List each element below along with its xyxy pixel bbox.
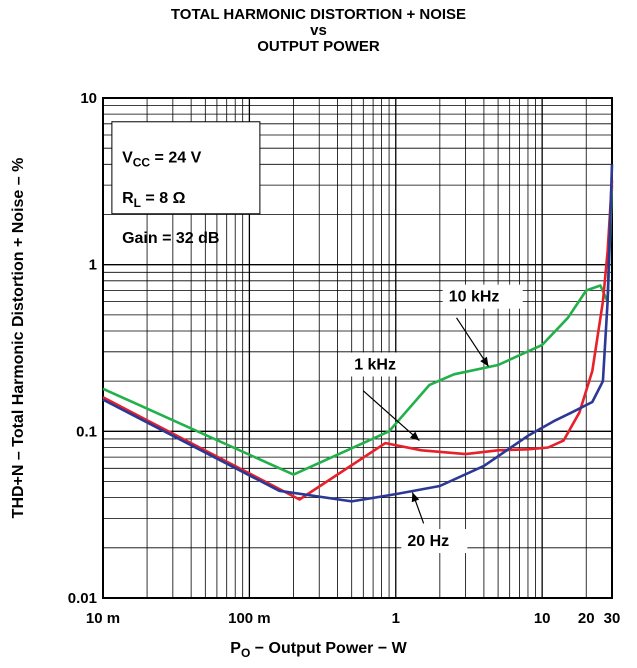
label-10khz-leader <box>456 317 490 367</box>
x-tick-label: 10 <box>534 610 551 627</box>
label-1khz: 1 kHz <box>354 356 396 373</box>
x-tick-label: 20 <box>578 610 595 627</box>
rl-value: = 8 Ω <box>141 190 186 207</box>
label-10khz-arrowhead <box>480 356 489 367</box>
y-tick-label: 0.01 <box>68 590 97 607</box>
chart-title-line-3: OUTPUT POWER <box>257 38 380 55</box>
label-1khz-box <box>348 352 415 377</box>
conditions-box <box>111 121 261 215</box>
label-1khz-arrowhead <box>410 431 420 441</box>
series-line-1khz <box>102 180 614 501</box>
plot-frame <box>102 97 613 599</box>
series-annotations: 10 kHz 1 kHz 20 Hz <box>348 284 523 554</box>
chart-title-line-1: TOTAL HARMONIC DISTORTION + NOISE <box>170 6 467 23</box>
rl-condition: RL = 8 Ω <box>122 190 185 210</box>
vcc-symbol: V <box>122 150 133 167</box>
label-1khz-leader <box>362 390 420 442</box>
label-20hz-arrowhead <box>411 492 420 503</box>
x-axis-label: PO − Output Power − W <box>0 640 637 660</box>
y-tick-label: 10 <box>80 90 97 107</box>
label-20hz-box <box>401 529 468 554</box>
gain-condition: Gain = 32 dB <box>122 230 219 247</box>
y-tick-label: 0.1 <box>76 423 97 440</box>
label-10khz-box <box>442 284 523 309</box>
y-tick-label: 1 <box>89 257 97 274</box>
x-tick-label: 30 <box>604 610 621 627</box>
x-tick-label: 1 <box>392 610 400 627</box>
label-10khz: 10 kHz <box>449 289 500 306</box>
series-lines <box>102 164 614 503</box>
vcc-value: = 24 V <box>150 150 201 167</box>
series-line-20hz <box>102 164 614 503</box>
x-axis-label-subscript: O <box>240 646 251 661</box>
x-axis-label-symbol: P <box>230 640 241 657</box>
tick-labels: 10 m 100 m 1 10 20 30 10 1 0.1 0.01 <box>68 90 621 627</box>
series-line-10khz <box>102 185 614 476</box>
x-tick-label: 100 m <box>228 610 271 627</box>
vcc-condition: VCC = 24 V <box>122 150 201 170</box>
x-axis-label-text: − Output Power − W <box>250 640 407 657</box>
rl-subscript: L <box>134 196 141 210</box>
vcc-subscript: CC <box>133 156 151 170</box>
chart-title-line-2: vs <box>310 22 327 39</box>
label-20hz: 20 Hz <box>407 533 449 550</box>
rl-symbol: R <box>122 190 134 207</box>
x-tick-label: 10 m <box>86 610 120 627</box>
